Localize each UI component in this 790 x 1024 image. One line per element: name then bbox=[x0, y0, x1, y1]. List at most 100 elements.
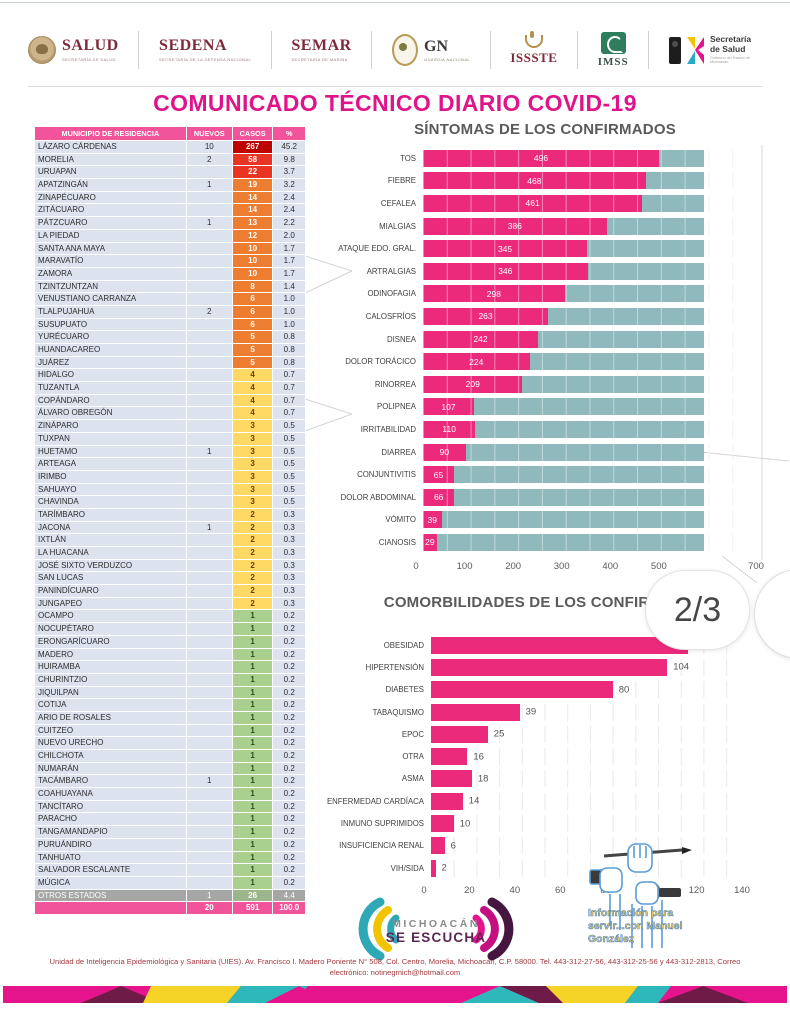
symptom-value-label: 29 bbox=[425, 537, 435, 548]
symptom-label: IRRITABILIDAD bbox=[360, 424, 416, 434]
symptom-bar-track: 345 bbox=[423, 240, 756, 258]
logo-salud: SALUD SECRETARÍA DE SALUD bbox=[28, 36, 119, 64]
comorbidity-row: EPOC 25 bbox=[322, 723, 749, 745]
michoacan-salud-name: Secretaría de Salud bbox=[709, 34, 752, 54]
comorbidity-row: ENFERMEDAD CARDÍACA 14 bbox=[322, 790, 749, 812]
symptom-value-label: 496 bbox=[533, 153, 549, 164]
symptom-remainder-bar bbox=[564, 285, 705, 303]
table-row: IRIMBO 3 0.5 bbox=[35, 470, 306, 484]
cases-cell: 1 bbox=[232, 762, 274, 776]
comorbidity-value-label: 39 bbox=[525, 706, 537, 718]
percent-cell: 1.4 bbox=[273, 280, 306, 294]
table-row: TARÍMBARO 2 0.3 bbox=[35, 508, 306, 522]
comorbidity-bar-track: 10 bbox=[431, 815, 749, 833]
percent-cell: 0.5 bbox=[273, 420, 306, 433]
symptom-value-bar: 224 bbox=[423, 353, 530, 371]
table-row: ARTEAGA 3 0.5 bbox=[35, 458, 306, 471]
percent-cell: 0.3 bbox=[273, 508, 306, 522]
table-row: TUXPAN 3 0.5 bbox=[35, 432, 306, 446]
cases-cell: 5 bbox=[232, 331, 274, 344]
table-row: COPÁNDARO 4 0.7 bbox=[35, 394, 306, 408]
logo-issste: ISSSTE bbox=[510, 30, 557, 66]
symptom-remainder-bar bbox=[454, 488, 705, 506]
percent-cell: 0.5 bbox=[273, 432, 306, 446]
new-cases-cell bbox=[186, 597, 233, 611]
municipality-cell: PANINDÍCUARO bbox=[35, 585, 187, 598]
watermark-text-line-3: González bbox=[588, 933, 634, 945]
percent-cell: 0.2 bbox=[273, 800, 306, 814]
imss-eagle-emblem bbox=[600, 32, 626, 54]
comorbidities-chart-title: COMORBILIDADES DE LOS CONFIRMADOS bbox=[383, 594, 707, 611]
municipality-table: MUNICIPIO DE RESIDENCIA NUEVOS CASOS% LÁZAR… bbox=[35, 127, 306, 915]
new-cases-cell bbox=[186, 369, 233, 383]
comorbidity-label: OBESIDAD bbox=[383, 640, 424, 650]
cases-cell: 267 bbox=[232, 141, 274, 154]
sedena-wordmark: SEDENA bbox=[159, 37, 227, 55]
comorbidity-row: TABAQUISMO 39 bbox=[322, 701, 749, 723]
new-cases-cell bbox=[186, 699, 233, 712]
table-header-row: MUNICIPIO DE RESIDENCIA NUEVOS CASOS% bbox=[35, 127, 306, 141]
symptom-remainder-bar bbox=[529, 353, 705, 371]
cases-cell: 14 bbox=[232, 191, 274, 205]
symptom-value-bar: 263 bbox=[423, 307, 549, 325]
table-row: JUNGAPEO 2 0.3 bbox=[35, 597, 306, 611]
municipality-cell: NUEVO URECHO bbox=[35, 737, 187, 750]
cases-cell: 3 bbox=[232, 483, 274, 497]
cases-cell: 3 bbox=[232, 432, 274, 446]
symptom-label: ODINOFAGIA bbox=[367, 289, 416, 299]
new-cases-cell bbox=[186, 470, 233, 484]
guardia-nacional-eagle-emblem bbox=[392, 34, 418, 66]
percent-cell: 0.2 bbox=[273, 661, 306, 674]
municipality-cell: MADERO bbox=[35, 648, 187, 662]
percent-cell: 0.2 bbox=[273, 648, 306, 662]
table-row: NUMARÁN 1 0.2 bbox=[35, 762, 306, 776]
percent-cell: 0.5 bbox=[273, 458, 306, 471]
symptom-remainder-bar bbox=[587, 262, 705, 280]
symptom-value-label: 209 bbox=[465, 379, 480, 390]
comorbidity-value-label: 104 bbox=[673, 661, 690, 673]
symptom-bar-track: 346 bbox=[423, 262, 756, 280]
new-cases-cell: 20 bbox=[186, 902, 233, 915]
symptom-row: CIANOSIS 29 bbox=[322, 531, 756, 554]
percent-cell: 0.5 bbox=[273, 470, 306, 484]
symptom-bar-track: 29 bbox=[423, 533, 756, 551]
new-cases-cell bbox=[186, 420, 233, 433]
new-cases-cell bbox=[186, 750, 233, 763]
table-row: PÁTZCUARO 1 13 2.2 bbox=[35, 217, 306, 230]
cases-cell: 1 bbox=[232, 661, 274, 674]
cases-cell: 1 bbox=[232, 724, 274, 738]
percent-cell: 0.3 bbox=[273, 572, 306, 586]
logo-sedena: SEDENA SECRETARÍA DE LA DEFENSA NACIONAL bbox=[159, 37, 251, 62]
symptom-row: CALOSFRÍOS 263 bbox=[322, 305, 756, 328]
municipality-cell: TANGAMANDAPIO bbox=[35, 826, 187, 839]
cases-cell: 8 bbox=[232, 280, 274, 294]
cases-cell: 3 bbox=[232, 420, 274, 433]
symptom-value-bar: 65 bbox=[423, 466, 454, 484]
symptom-value-label: 224 bbox=[469, 356, 484, 367]
comorbidity-bar-track: 25 bbox=[431, 725, 749, 743]
symptom-value-bar: 110 bbox=[423, 420, 476, 438]
municipality-cell: PURUÁNDIRO bbox=[35, 838, 187, 852]
comorbidity-row: ASMA 18 bbox=[322, 768, 749, 790]
symptom-value-label: 90 bbox=[439, 447, 450, 458]
municipality-cell: COTIJA bbox=[35, 699, 187, 712]
table-row: TLALPUJAHUA 2 6 1.0 bbox=[35, 305, 306, 319]
symptom-value-label: 39 bbox=[427, 514, 437, 525]
symptom-value-bar: 496 bbox=[423, 149, 659, 167]
symptom-label: DISNEA bbox=[386, 334, 416, 344]
municipality-cell: COAHUAYANA bbox=[35, 788, 187, 801]
symptom-value-label: 66 bbox=[433, 492, 444, 503]
cases-cell: 2 bbox=[232, 521, 274, 535]
comorbidity-bar bbox=[431, 681, 613, 699]
cases-cell: 1 bbox=[232, 686, 274, 700]
symptom-value-label: 345 bbox=[497, 243, 513, 254]
percent-cell: 0.2 bbox=[273, 610, 306, 624]
percent-cell: 0.2 bbox=[273, 635, 306, 649]
symptom-row: ODINOFAGIA 298 bbox=[322, 283, 756, 306]
symptoms-bar-rows: TOS 496 FIEBRE 468 CEFALEA 461 MIALGIAS 386 ATAQ… bbox=[322, 147, 756, 554]
percent-cell: 0.7 bbox=[273, 382, 306, 395]
cases-cell: 58 bbox=[232, 153, 274, 167]
total-row: 20 591 100.0 bbox=[35, 902, 306, 915]
michoacan-state-seal bbox=[668, 36, 681, 64]
table-row: CHURINTZIO 1 0.2 bbox=[35, 673, 306, 687]
